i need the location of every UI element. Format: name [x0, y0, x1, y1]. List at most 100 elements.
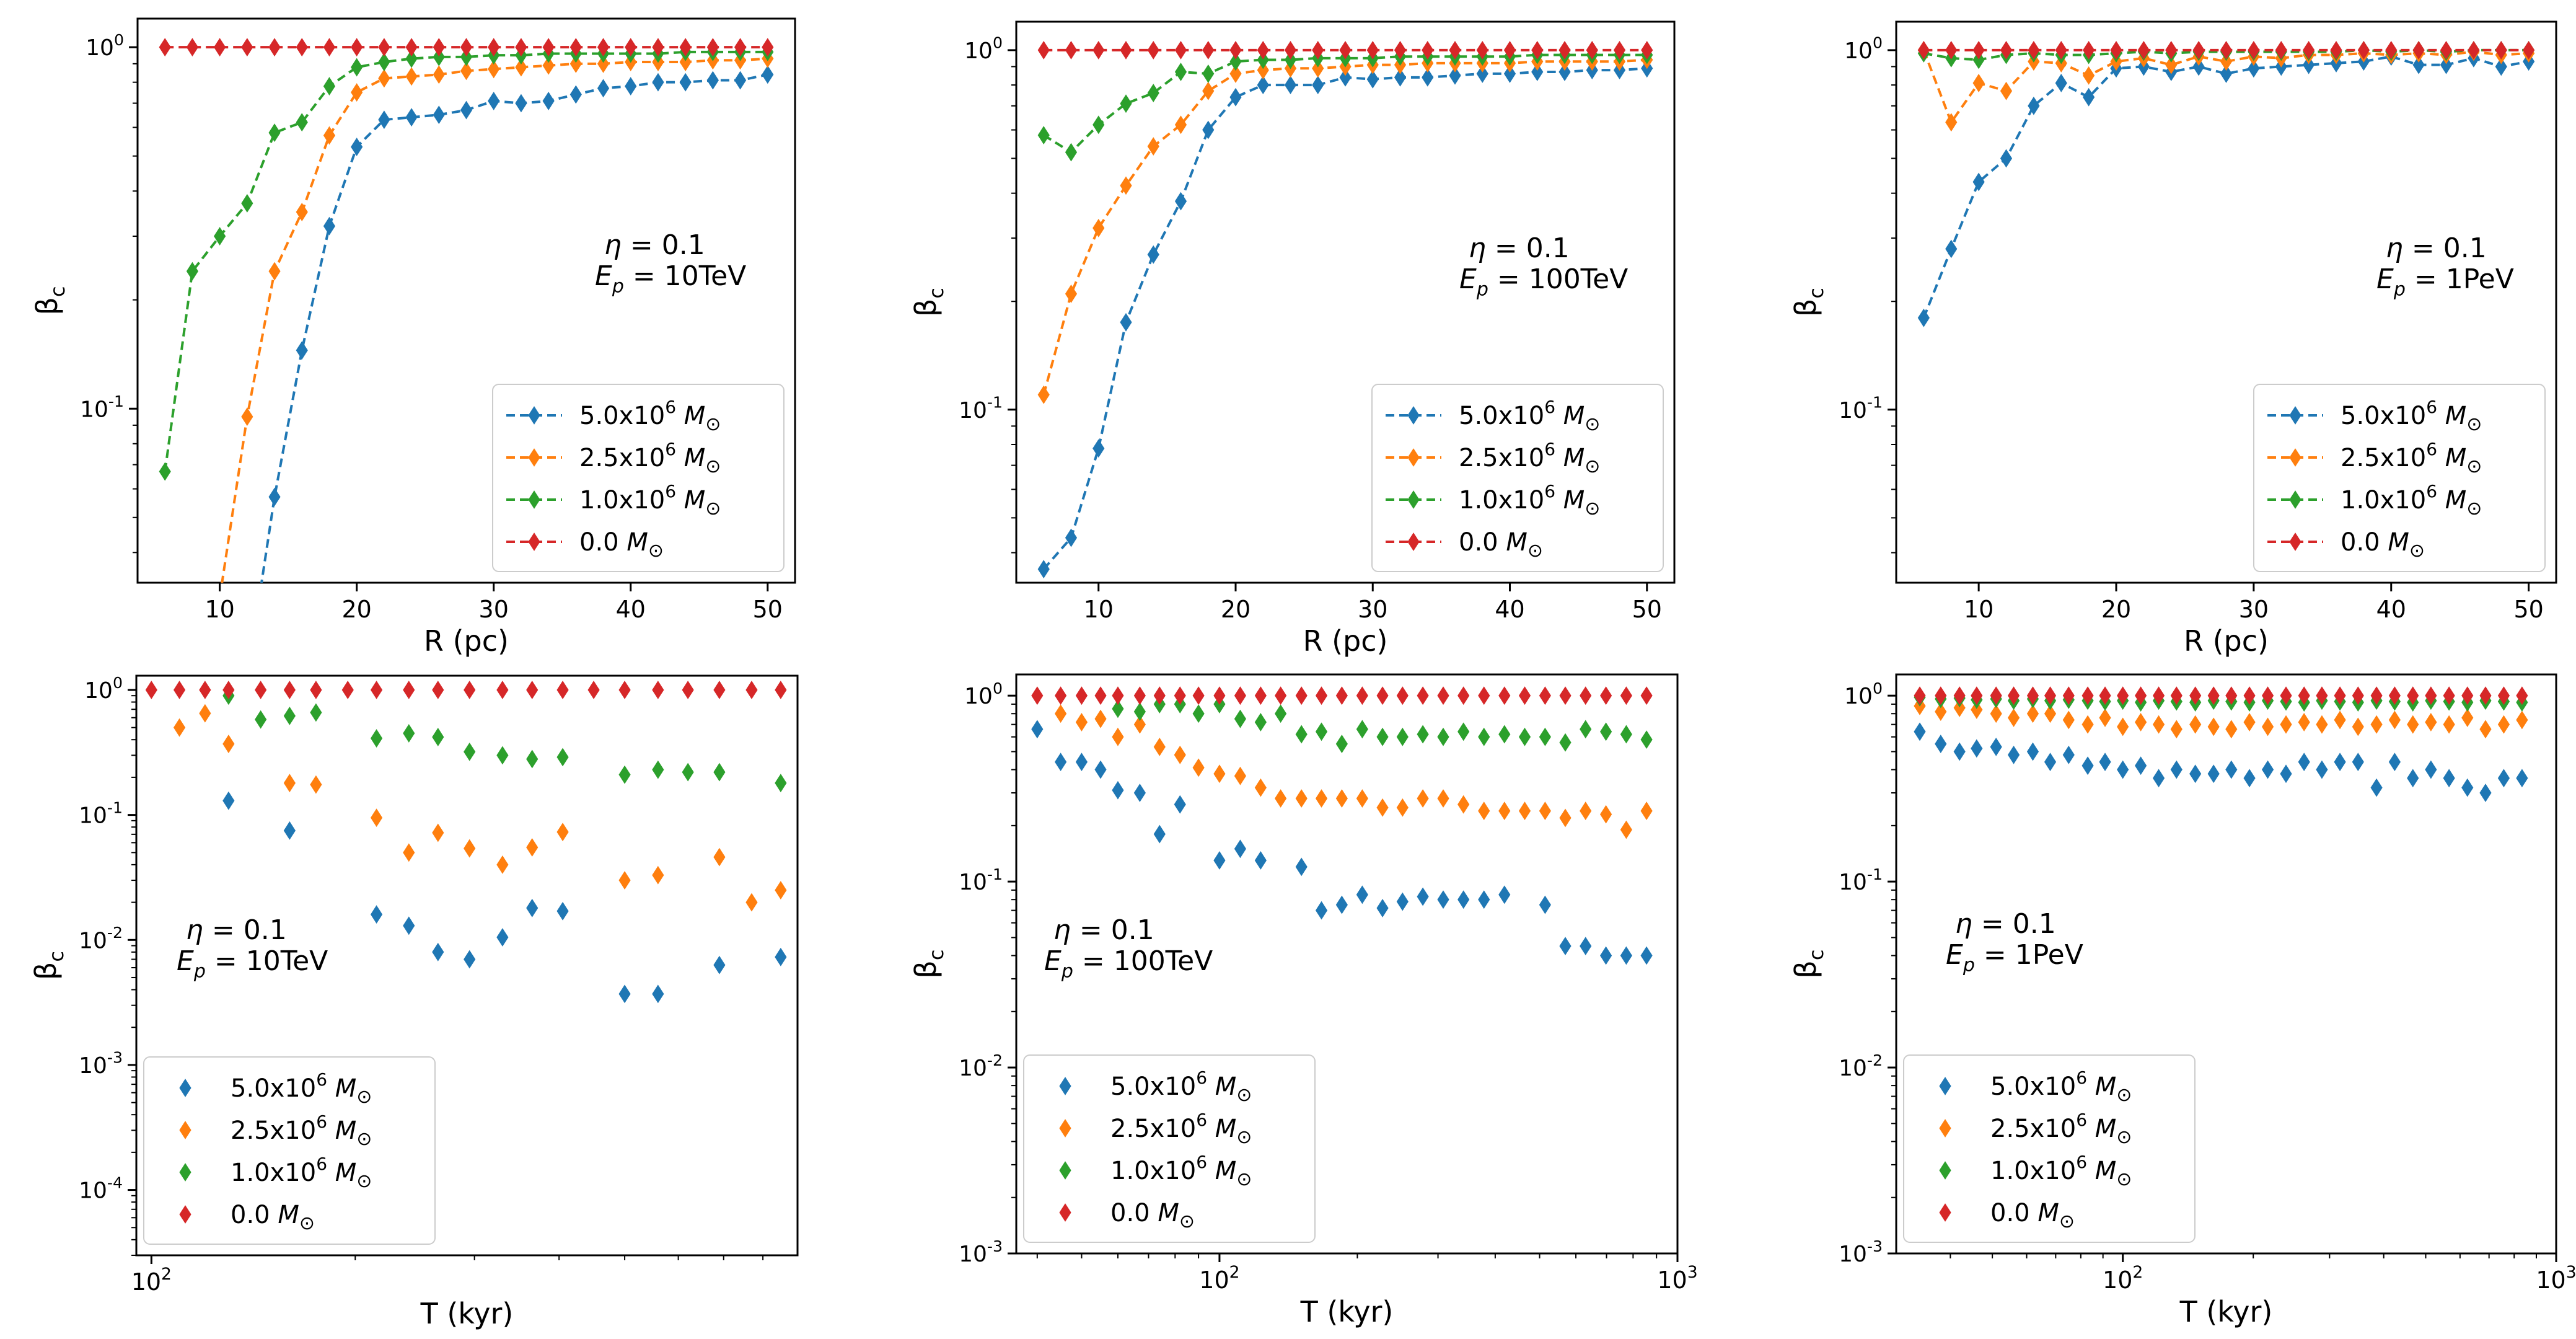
x-tick-label: 40: [2376, 596, 2406, 623]
data-point: [222, 681, 235, 699]
data-point: [2026, 704, 2039, 723]
x-tick-label: 10: [1084, 596, 1114, 623]
data-point: [2189, 715, 2202, 734]
legend-label: 1.0x106 M⊙: [1990, 1152, 2132, 1190]
y-tick-label: 100: [86, 31, 124, 61]
data-point: [1037, 40, 1050, 60]
data-point: [1559, 808, 1572, 828]
data-point: [496, 928, 509, 947]
data-point: [159, 905, 170, 922]
data-point: [1990, 737, 2002, 756]
data-point: [222, 791, 235, 810]
data-point: [597, 54, 610, 73]
data-point: [1257, 40, 1269, 60]
legend-frame: [1903, 1054, 2196, 1243]
data-point: [2516, 686, 2528, 705]
legend-label: 1.0x106 M⊙: [579, 481, 721, 519]
data-point: [199, 704, 211, 723]
legend-label: 1.0x106 M⊙: [1459, 481, 1600, 519]
data-point: [1417, 789, 1429, 808]
legend-label: 5.0x106 M⊙: [1990, 1067, 2132, 1106]
series-line: [1043, 53, 1647, 154]
data-point: [618, 984, 631, 1004]
data-point: [2225, 686, 2238, 705]
legend: 5.0x106 M⊙2.5x106 M⊙1.0x106 M⊙0.0 M⊙: [2253, 384, 2546, 572]
data-point: [2165, 40, 2178, 60]
legend-label: 5.0x106 M⊙: [1110, 1067, 1252, 1106]
data-point: [1449, 40, 1461, 60]
legend: 5.0x106 M⊙2.5x106 M⊙1.0x106 M⊙0.0 M⊙: [143, 1056, 436, 1245]
data-point: [1503, 40, 1516, 60]
data-point: [241, 407, 253, 426]
data-point: [2135, 713, 2147, 731]
data-point: [2261, 760, 2274, 779]
data-point: [1234, 766, 1247, 785]
data-point: [488, 38, 500, 57]
data-point: [2334, 710, 2346, 730]
legend-label: 0.0 M⊙: [579, 528, 664, 562]
data-point: [1275, 789, 1287, 808]
data-point: [1559, 733, 1572, 752]
series-4: [1031, 686, 1653, 705]
data-point: [1366, 69, 1379, 89]
data-point: [1335, 735, 1348, 753]
data-point: [1539, 895, 1551, 914]
data-point: [433, 65, 445, 84]
data-point: [460, 61, 473, 81]
legend: 5.0x106 M⊙2.5x106 M⊙1.0x106 M⊙0.0 M⊙: [1023, 1054, 1316, 1243]
data-point: [1971, 739, 1983, 758]
data-point: [2099, 686, 2111, 705]
series-3: [1112, 694, 1653, 753]
series-2: [173, 704, 787, 912]
data-point: [1174, 192, 1187, 211]
data-point: [2407, 769, 2419, 788]
data-point: [1315, 722, 1328, 741]
data-point: [2189, 686, 2202, 705]
data-point: [1559, 686, 1572, 705]
data-point: [2189, 764, 2202, 784]
data-point: [2243, 713, 2256, 731]
data-point: [775, 774, 787, 793]
data-point: [2170, 720, 2183, 739]
data-point: [734, 71, 747, 90]
data-point: [268, 123, 281, 143]
data-point: [2425, 713, 2437, 731]
data-point: [1147, 40, 1159, 60]
data-point: [1234, 686, 1247, 705]
data-point: [2443, 686, 2455, 705]
y-tick-label: 10-1: [79, 798, 123, 828]
data-point: [214, 761, 226, 779]
data-point: [1153, 824, 1166, 844]
data-point: [2316, 686, 2328, 705]
data-point: [569, 85, 582, 104]
data-point: [1312, 40, 1324, 60]
annotation-energy: Ep = 100TeV: [1459, 263, 1628, 301]
legend-item: 1.0x106 M⊙: [1059, 1152, 1252, 1190]
data-point: [1478, 686, 1490, 705]
data-point: [1953, 742, 1966, 761]
data-point: [2192, 40, 2205, 60]
y-tick-label: 10-2: [1839, 1051, 1883, 1081]
y-axis-label: βc: [1789, 950, 1828, 979]
data-point: [310, 703, 322, 722]
data-point: [1037, 560, 1050, 579]
data-point: [2261, 717, 2274, 736]
data-point: [618, 765, 631, 784]
data-point: [2461, 778, 2474, 797]
data-point: [2407, 686, 2419, 705]
data-point: [1376, 798, 1389, 817]
data-point: [1437, 727, 1449, 746]
y-tick-label: 10-1: [959, 865, 1003, 895]
data-point: [515, 58, 527, 77]
data-point: [2352, 686, 2364, 705]
data-point: [268, 38, 281, 57]
data-point: [1539, 686, 1551, 705]
data-point: [173, 681, 186, 699]
x-tick-label: 20: [341, 596, 371, 623]
legend-marker: [2289, 448, 2301, 467]
data-point: [1914, 722, 1926, 741]
legend-frame: [2253, 384, 2546, 572]
data-point: [587, 681, 600, 699]
data-point: [496, 855, 509, 874]
data-point: [775, 681, 787, 699]
